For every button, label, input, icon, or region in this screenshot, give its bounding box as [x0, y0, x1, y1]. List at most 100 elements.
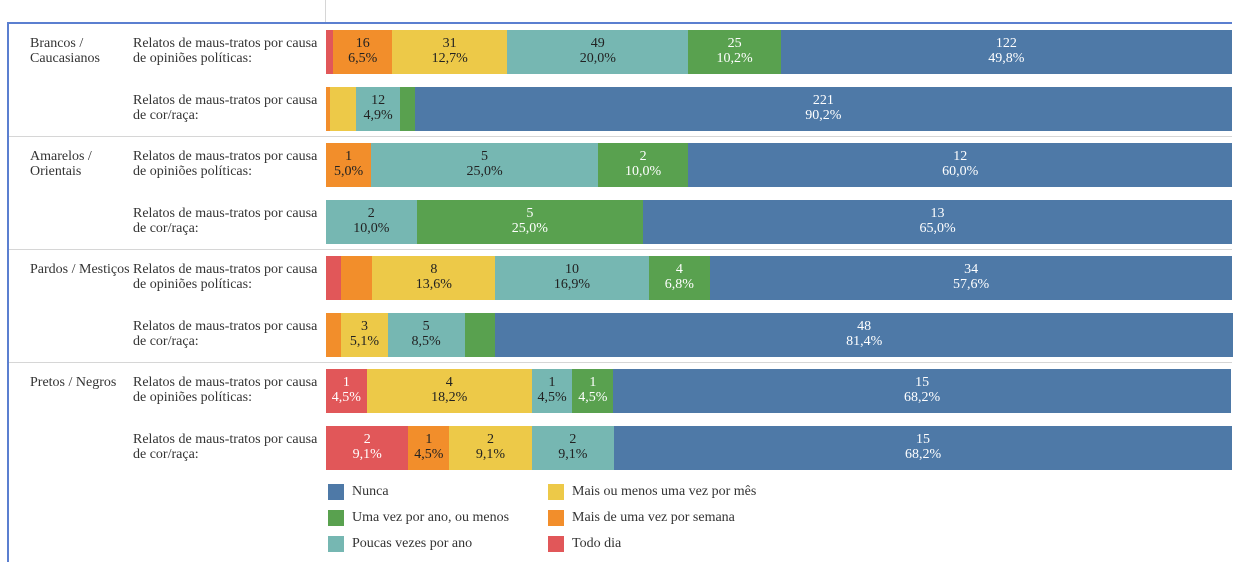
bar-segment [326, 256, 342, 300]
percent-label: 60,0% [942, 164, 979, 179]
row-label: Relatos de maus-tratos por causa de cor/… [133, 92, 318, 123]
percent-label: 68,2% [904, 390, 941, 405]
bar-segment [326, 199, 417, 244]
count-label: 1 [589, 375, 597, 390]
percent-label: 4,5% [578, 390, 608, 405]
frame [7, 22, 1232, 562]
legend-label: Poucas vezes por ano [352, 536, 473, 551]
row-label: Relatos de maus-tratos por causa de cor/… [133, 318, 318, 349]
bar-segment [392, 30, 508, 74]
percent-label: 49,8% [988, 51, 1025, 66]
bar-segment [780, 30, 1232, 74]
row-label: Relatos de maus-tratos por causa de cor/… [133, 431, 318, 462]
percent-label: 4,5% [414, 446, 444, 462]
count-label: 25 [727, 36, 742, 51]
bar-segment [643, 199, 1232, 244]
bar-segment [341, 256, 373, 300]
percent-label: 8,5% [411, 333, 441, 349]
count-label: 10 [564, 262, 579, 277]
percent-label: 10,0% [353, 220, 390, 236]
bar-segment [387, 312, 465, 357]
legend-swatch [548, 510, 564, 526]
bar-segment [416, 199, 644, 244]
row-label: Relatos de maus-tratos por causa de opin… [133, 149, 318, 179]
legend-swatch [328, 510, 344, 526]
count-label: 16 [355, 36, 370, 51]
percent-label: 90,2% [805, 107, 842, 123]
bar-segment [341, 312, 388, 357]
count-label: 2 [639, 149, 647, 164]
bar-segment [688, 30, 781, 74]
legend-label: Mais ou menos uma vez por mês [572, 484, 757, 499]
count-label: 3 [361, 318, 368, 334]
bar-segment [613, 369, 1232, 413]
percent-label: 57,6% [952, 277, 990, 292]
bar-segment [326, 143, 372, 187]
group-label: Pardos / Mestiços [30, 262, 130, 277]
bar-segment [400, 86, 415, 131]
percent-label: 4,9% [363, 107, 393, 123]
bar-segment [408, 425, 450, 470]
percent-label: 18,2% [431, 390, 468, 405]
bar-segment [326, 425, 409, 470]
percent-label: 9,1% [558, 446, 588, 462]
count-label: 2 [569, 431, 577, 447]
group-separator [9, 249, 1232, 250]
percent-label: 6,5% [348, 51, 378, 66]
bar-segment [372, 256, 496, 300]
count-label: 221 [812, 92, 834, 108]
bar-segment [507, 30, 689, 74]
bar-segment [326, 369, 367, 413]
bar-segment [614, 425, 1232, 470]
bar-segment [326, 86, 330, 131]
row-label: Relatos de maus-tratos por causa de opin… [133, 375, 318, 405]
count-label: 2 [363, 431, 371, 447]
row-label: Relatos de maus-tratos por causa de opin… [133, 36, 318, 66]
count-label: 1 [342, 375, 350, 390]
percent-label: 25,0% [511, 220, 548, 236]
bar-segment [329, 86, 356, 131]
percent-label: 68,2% [904, 446, 942, 462]
bar-segment [355, 86, 401, 131]
bar-segment [464, 312, 496, 357]
group-separator [9, 136, 1232, 137]
legend-label: Uma vez por ano, ou menos [352, 510, 510, 525]
group-label: Amarelos / Orientais [30, 149, 92, 179]
row-label: Relatos de maus-tratos por causa de cor/… [133, 205, 318, 236]
percent-label: 16,9% [553, 277, 591, 292]
legend-label: Nunca [352, 484, 389, 499]
percent-label: 4,5% [331, 390, 361, 405]
group-separator [9, 362, 1232, 363]
count-label: 5 [422, 318, 430, 334]
count-label: 2 [367, 205, 375, 221]
percent-label: 9,1% [475, 446, 506, 462]
count-label: 1 [425, 431, 433, 447]
count-label: 5 [526, 205, 534, 221]
bar-segment [326, 30, 334, 74]
percent-label: 25,0% [466, 164, 503, 179]
legend-swatch [328, 484, 344, 500]
count-label: 122 [995, 36, 1017, 51]
count-label: 15 [915, 375, 930, 390]
percent-label: 10,0% [625, 164, 662, 179]
bar-segment [597, 143, 689, 187]
bar-segment [495, 312, 1233, 357]
percent-label: 6,8% [664, 277, 694, 292]
count-label: 4 [445, 375, 453, 390]
count-label: 12 [371, 92, 386, 108]
legend-swatch [328, 536, 344, 552]
percent-label: 9,1% [352, 446, 382, 462]
percent-label: 12,7% [431, 51, 468, 66]
bar-segment [572, 369, 614, 413]
count-label: 12 [953, 149, 968, 164]
percent-label: 81,4% [846, 333, 883, 349]
group-label: Pretos / Negros [30, 375, 117, 390]
count-label: 1 [548, 375, 556, 390]
bar-segment [449, 425, 532, 470]
percent-label: 20,0% [579, 51, 616, 66]
count-label: 4 [675, 262, 683, 277]
row-label: Relatos de maus-tratos por causa de opin… [133, 262, 318, 292]
count-label: 13 [930, 205, 945, 221]
bar-segment [688, 143, 1232, 187]
